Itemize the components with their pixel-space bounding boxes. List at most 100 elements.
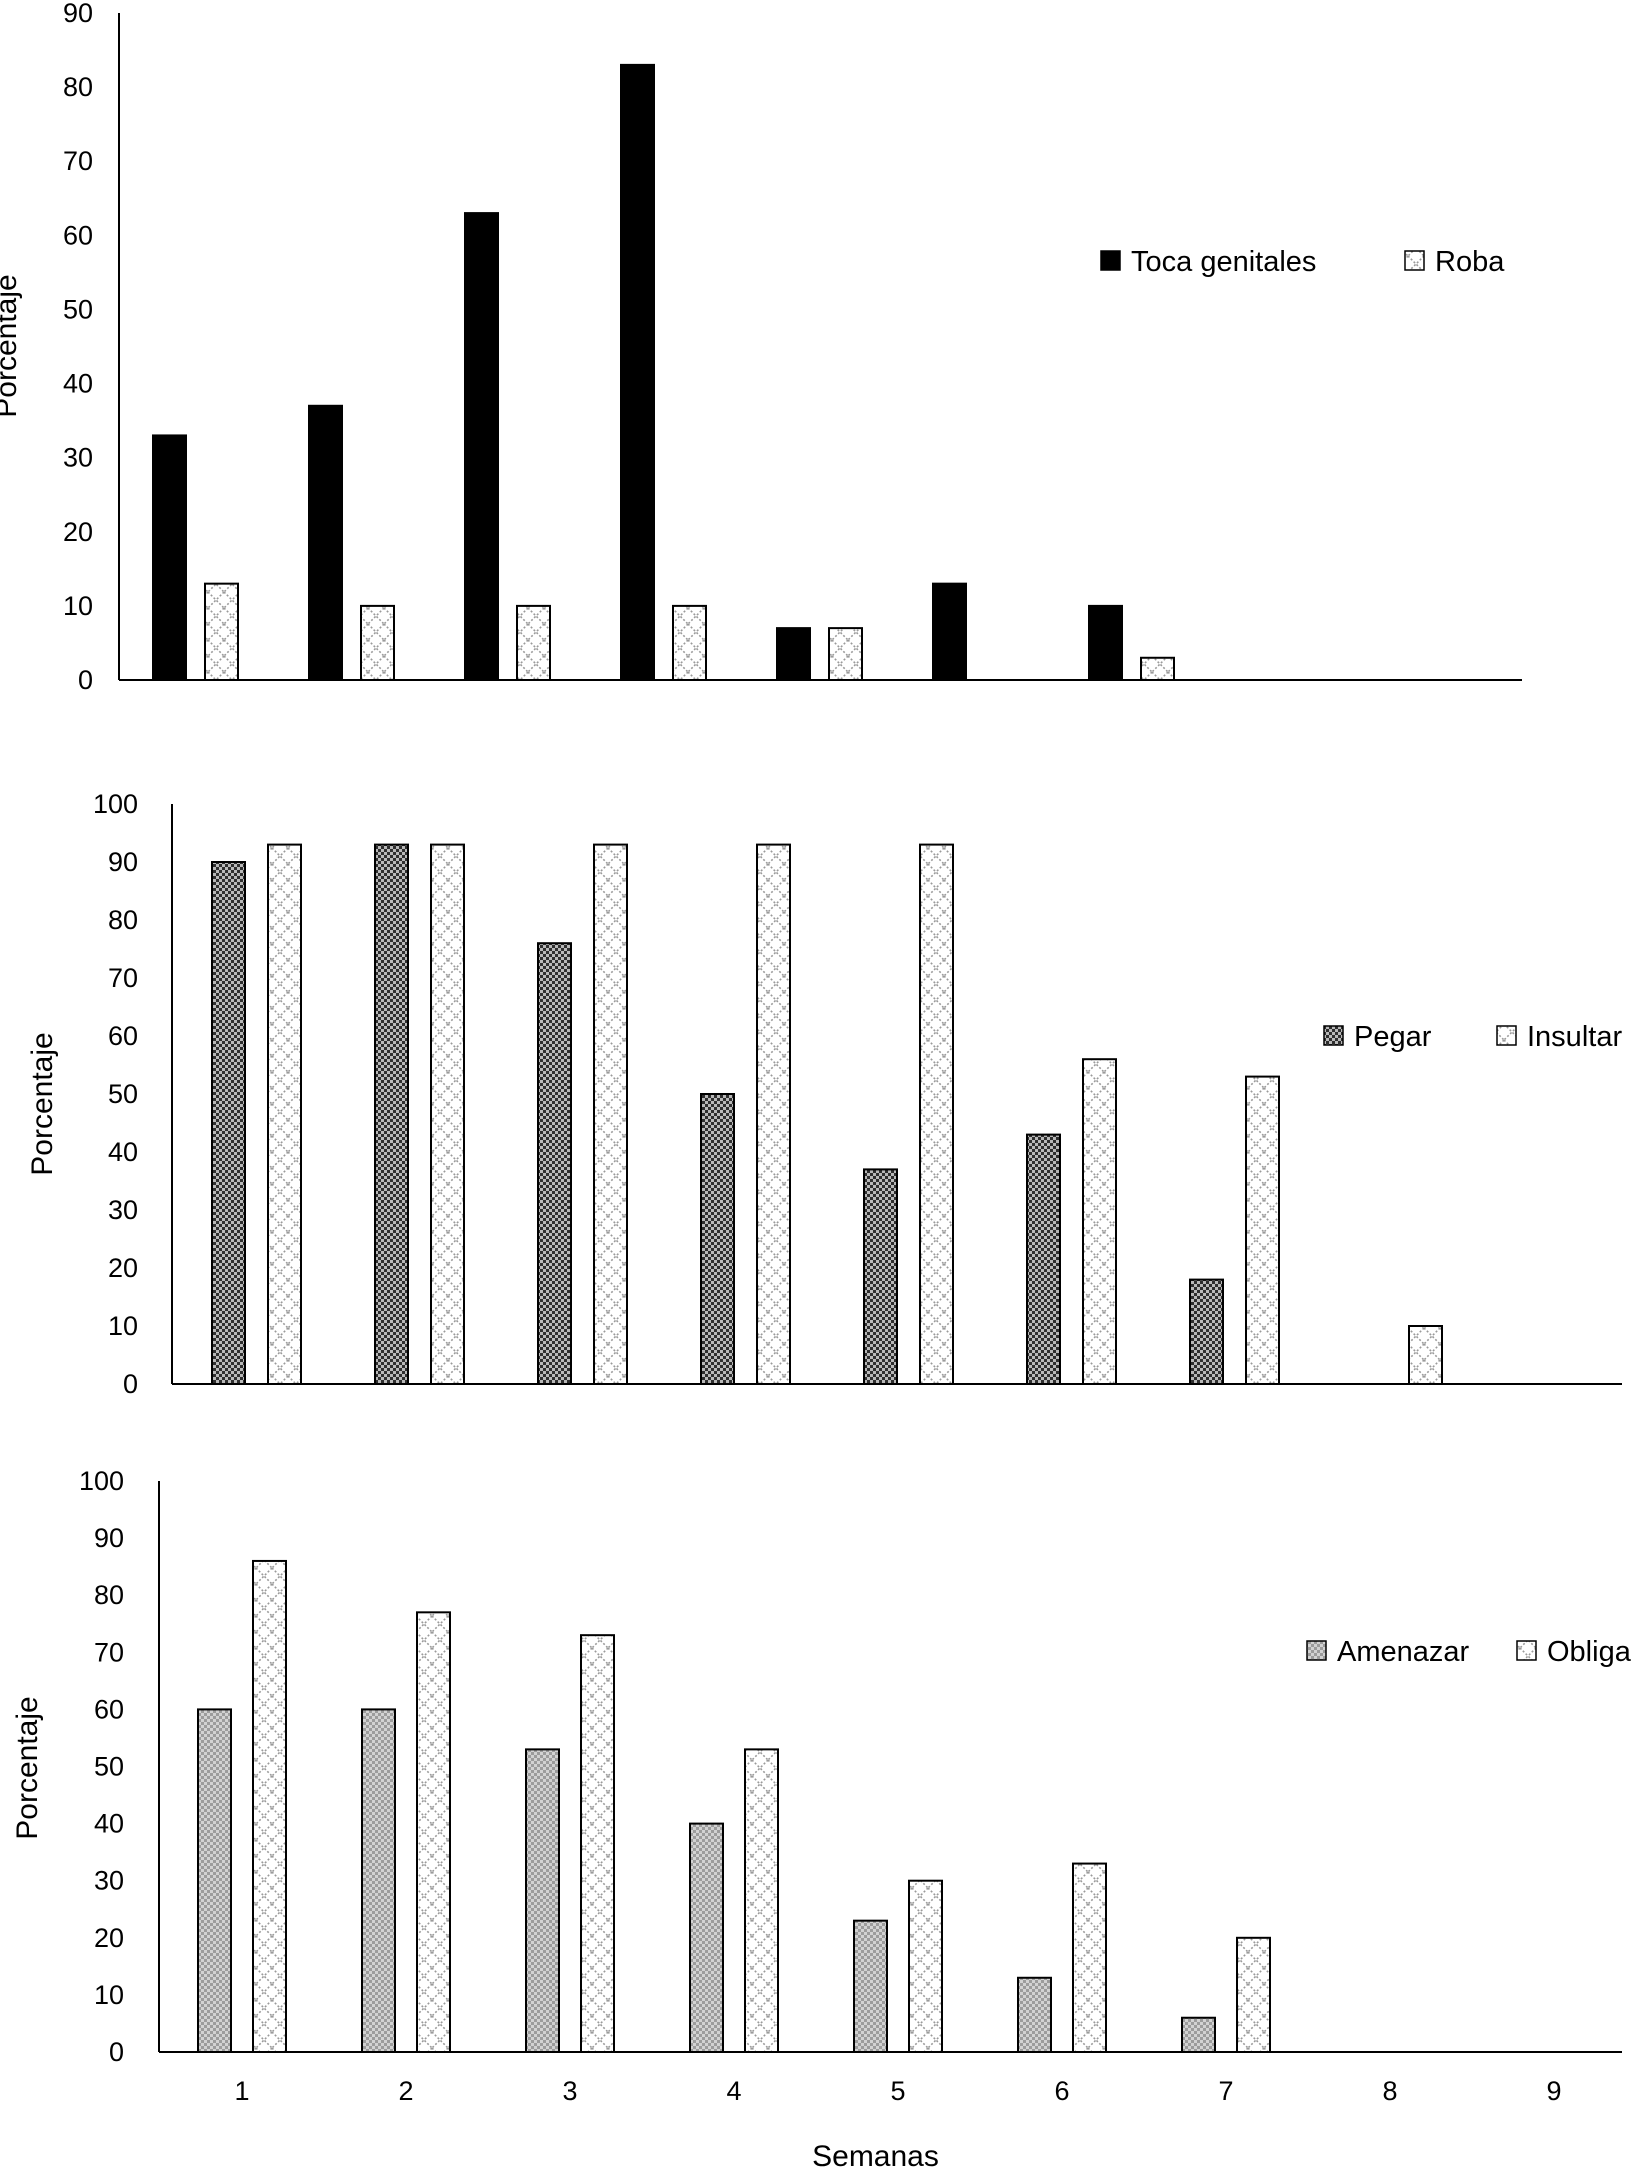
bar-pegar-week-1 bbox=[211, 861, 246, 1385]
bar-obliga-week-4 bbox=[744, 1748, 779, 2053]
y-tick-label: 20 bbox=[94, 1923, 124, 1953]
y-tick-label: 0 bbox=[123, 1369, 138, 1399]
bar-amenazar-week-5 bbox=[853, 1919, 888, 2054]
y-tick-label: 60 bbox=[63, 220, 93, 250]
x-tick-label: 9 bbox=[1546, 2076, 1561, 2106]
x-tick-label: 8 bbox=[1382, 2076, 1397, 2106]
bar-insultar-week-5 bbox=[919, 843, 954, 1385]
y-tick-label: 30 bbox=[94, 1866, 124, 1896]
bar-insultar-week-4 bbox=[756, 843, 791, 1385]
y-tick-label: 80 bbox=[108, 905, 138, 935]
legend-swatch bbox=[1516, 1640, 1537, 1661]
legend-swatch bbox=[1100, 250, 1121, 271]
bar-obliga-week-6 bbox=[1072, 1862, 1107, 2053]
bar-toca-genitales-week-7 bbox=[1088, 604, 1123, 682]
bar-amenazar-week-7 bbox=[1181, 2016, 1216, 2053]
y-tick-label: 80 bbox=[94, 1580, 124, 1610]
chart-panel-2: 0 10 20 30 40 50 60 70 80 90 100 Porcentaje Pegar Ins… bbox=[26, 789, 1622, 1399]
legend-label: Toca genitales bbox=[1131, 246, 1316, 278]
y-tick-label: 30 bbox=[108, 1195, 138, 1225]
y-axis-title: Porcentaje bbox=[26, 1032, 59, 1175]
bar-amenazar-week-3 bbox=[525, 1748, 560, 2053]
chart-panel-3: 0 10 20 30 40 50 60 70 80 90 100 Porcentaje 1 2 3 4 5 6 7 8… bbox=[11, 1466, 1632, 2172]
y-tick-label: 100 bbox=[79, 1466, 124, 1496]
y-tick-label: 10 bbox=[94, 1980, 124, 2010]
bar-toca-genitales-week-2 bbox=[308, 404, 343, 681]
y-tick-label: 40 bbox=[63, 369, 93, 399]
y-tick-label: 0 bbox=[109, 2037, 124, 2067]
bar-insultar-week-2 bbox=[430, 843, 465, 1385]
bar-toca-genitales-week-3 bbox=[464, 212, 499, 681]
bar-obliga-week-3 bbox=[580, 1634, 615, 2054]
x-tick-label: 5 bbox=[890, 2076, 905, 2106]
bar-pegar-week-5 bbox=[863, 1168, 898, 1386]
y-tick-label: 100 bbox=[93, 789, 138, 819]
bar-amenazar-week-4 bbox=[689, 1822, 724, 2053]
bar-pegar-week-2 bbox=[374, 843, 409, 1385]
legend-swatch bbox=[1306, 1640, 1327, 1661]
x-tick-label: 3 bbox=[562, 2076, 577, 2106]
legend-swatch bbox=[1323, 1025, 1344, 1046]
bar-pegar-week-6 bbox=[1026, 1133, 1061, 1385]
y-tick-label: 90 bbox=[108, 847, 138, 877]
bar-obliga-week-1 bbox=[252, 1559, 287, 2053]
bar-toca-genitales-week-6 bbox=[932, 582, 967, 682]
y-tick-label: 60 bbox=[108, 1021, 138, 1051]
legend-label: Roba bbox=[1435, 246, 1505, 278]
bar-roba-week-3 bbox=[516, 604, 551, 682]
y-tick-label: 70 bbox=[108, 963, 138, 993]
bar-obliga-week-5 bbox=[908, 1879, 943, 2053]
legend-label: Pegar bbox=[1354, 1021, 1432, 1053]
x-tick-label: 2 bbox=[398, 2076, 413, 2106]
bar-obliga-week-2 bbox=[416, 1611, 451, 2053]
bar-toca-genitales-week-4 bbox=[620, 63, 655, 681]
bar-pegar-week-7 bbox=[1189, 1278, 1224, 1385]
legend-label: Insultar bbox=[1527, 1021, 1622, 1053]
bar-roba-week-2 bbox=[360, 604, 395, 682]
legend-swatch bbox=[1496, 1025, 1517, 1046]
y-tick-label: 80 bbox=[63, 72, 93, 102]
bar-amenazar-week-2 bbox=[361, 1708, 396, 2054]
chart-panel-1: 0 10 20 30 40 50 60 70 80 90 Porcentaje Toca genita… bbox=[0, 0, 1522, 695]
bar-insultar-week-6 bbox=[1082, 1058, 1117, 1385]
bar-insultar-week-7 bbox=[1245, 1075, 1280, 1385]
bar-roba-week-1 bbox=[204, 582, 239, 682]
legend-swatch bbox=[1404, 250, 1425, 271]
y-tick-label: 30 bbox=[63, 443, 93, 473]
bar-obliga-week-7 bbox=[1236, 1936, 1271, 2054]
x-tick-label: 4 bbox=[726, 2076, 741, 2106]
y-tick-label: 60 bbox=[94, 1694, 124, 1724]
bar-insultar-week-3 bbox=[593, 843, 628, 1385]
y-axis-title: Porcentaje bbox=[0, 274, 23, 417]
bar-roba-week-5 bbox=[828, 627, 863, 681]
y-tick-label: 10 bbox=[63, 591, 93, 621]
bar-insultar-week-1 bbox=[267, 843, 302, 1385]
y-axis-title: Porcentaje bbox=[11, 1696, 44, 1839]
y-tick-label: 20 bbox=[63, 517, 93, 547]
y-tick-label: 10 bbox=[108, 1311, 138, 1341]
bar-amenazar-week-6 bbox=[1017, 1976, 1052, 2054]
bar-roba-week-4 bbox=[672, 604, 707, 682]
bar-pegar-week-4 bbox=[700, 1093, 735, 1385]
x-tick-label: 7 bbox=[1218, 2076, 1233, 2106]
y-tick-label: 70 bbox=[63, 146, 93, 176]
bar-toca-genitales-week-5 bbox=[776, 627, 811, 681]
bar-insultar-week-8 bbox=[1408, 1325, 1443, 1385]
bar-toca-genitales-week-1 bbox=[152, 434, 187, 681]
y-tick-label: 50 bbox=[63, 294, 93, 324]
x-axis-title: Semanas bbox=[812, 2140, 939, 2172]
y-tick-label: 40 bbox=[108, 1137, 138, 1167]
y-tick-label: 90 bbox=[94, 1523, 124, 1553]
bar-amenazar-week-1 bbox=[197, 1708, 232, 2054]
y-tick-label: 90 bbox=[63, 0, 93, 28]
y-tick-label: 50 bbox=[108, 1079, 138, 1109]
bar-roba-week-7 bbox=[1140, 656, 1175, 681]
legend-label: Amenazar bbox=[1337, 1636, 1470, 1668]
y-tick-label: 0 bbox=[78, 665, 93, 695]
y-tick-label: 50 bbox=[94, 1752, 124, 1782]
y-tick-label: 20 bbox=[108, 1253, 138, 1283]
y-tick-label: 40 bbox=[94, 1809, 124, 1839]
bar-pegar-week-3 bbox=[537, 942, 572, 1385]
legend-label: Obliga bbox=[1547, 1636, 1632, 1668]
